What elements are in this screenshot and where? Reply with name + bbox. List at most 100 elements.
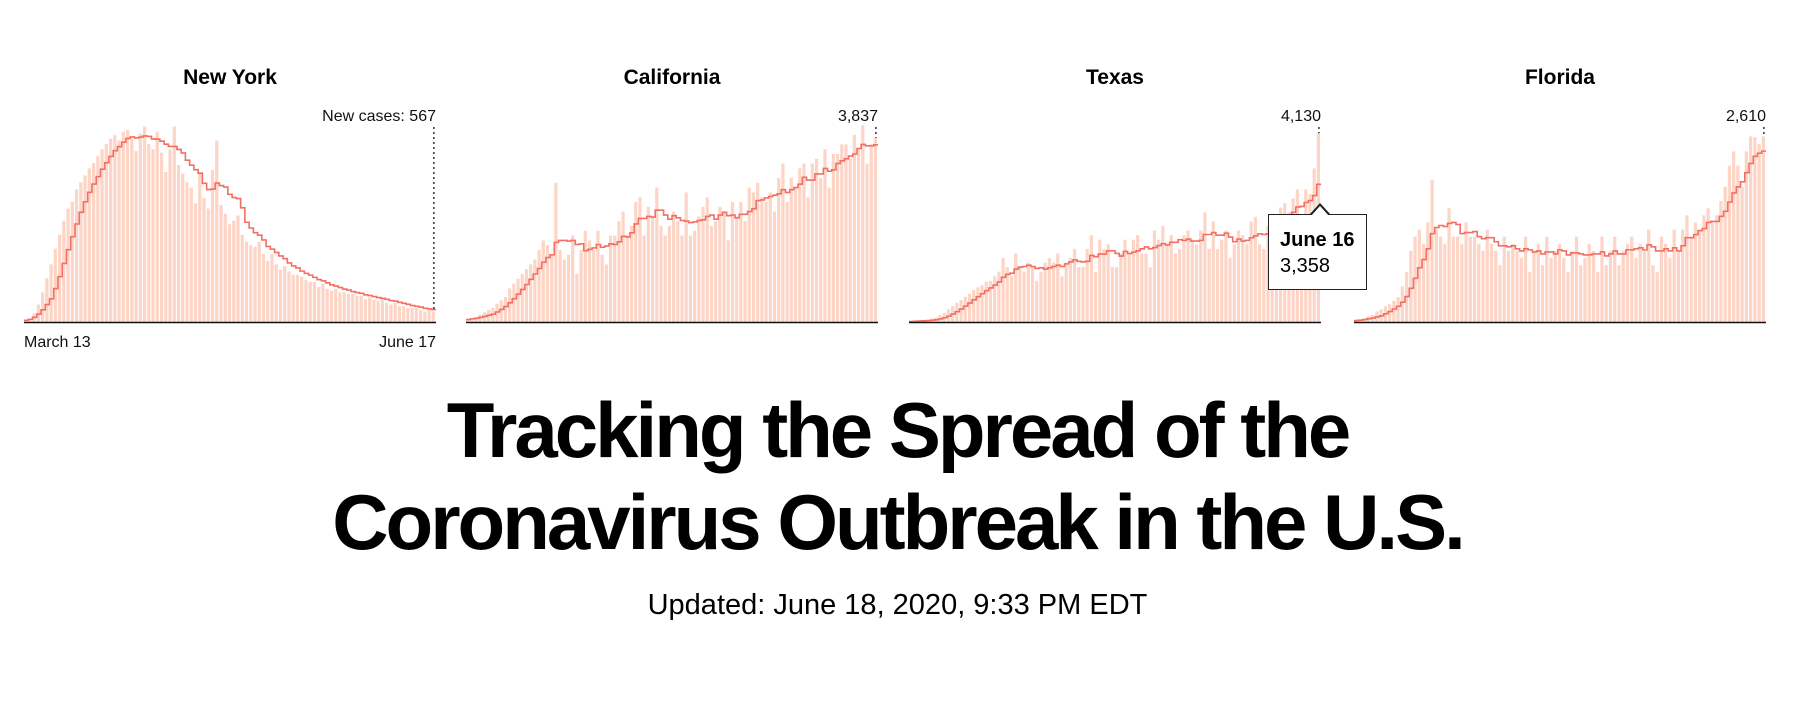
bar xyxy=(545,245,550,322)
bar xyxy=(1169,235,1173,322)
bar xyxy=(1681,229,1685,322)
bar xyxy=(1207,248,1211,322)
bar xyxy=(470,318,474,322)
bar xyxy=(1014,253,1018,322)
bar xyxy=(533,259,537,322)
bar xyxy=(697,216,701,322)
bar xyxy=(1545,236,1549,322)
bar xyxy=(667,226,671,322)
bar xyxy=(1047,258,1051,322)
bar xyxy=(1723,186,1727,322)
bar xyxy=(785,202,789,322)
bar xyxy=(1553,250,1557,322)
bar xyxy=(1574,236,1579,322)
headline-line-1: Tracking the Spread of the xyxy=(446,386,1352,474)
bar xyxy=(1387,304,1392,322)
tooltip-value: 3,358 xyxy=(1280,255,1331,277)
bar xyxy=(1165,244,1169,322)
bar xyxy=(1123,239,1127,322)
bar xyxy=(1732,151,1736,322)
bar xyxy=(621,211,625,322)
bar xyxy=(419,309,423,322)
bar xyxy=(1655,272,1659,322)
bar xyxy=(266,260,270,322)
bar xyxy=(62,220,66,322)
bar xyxy=(1604,265,1608,322)
bar xyxy=(1596,272,1600,322)
bar xyxy=(865,163,869,322)
bar xyxy=(1664,243,1668,322)
bar xyxy=(431,311,435,322)
bar xyxy=(743,221,747,322)
bar xyxy=(1753,137,1757,322)
bar xyxy=(240,234,244,322)
bar xyxy=(988,280,993,322)
bar xyxy=(1148,267,1152,322)
bar xyxy=(693,230,697,322)
bar xyxy=(751,192,756,322)
bar xyxy=(1085,248,1089,322)
bar xyxy=(655,187,659,322)
bar xyxy=(1009,276,1014,322)
bar xyxy=(993,276,997,322)
chart-title: Florida xyxy=(1524,66,1595,89)
bar xyxy=(1119,253,1123,322)
latest-value-label: New cases: 567 xyxy=(322,108,436,125)
bar xyxy=(550,254,554,322)
bar xyxy=(566,254,571,322)
bar xyxy=(206,208,210,322)
bar xyxy=(1392,300,1396,322)
bar xyxy=(402,306,406,322)
bar xyxy=(232,220,236,322)
bar xyxy=(91,163,96,322)
bar xyxy=(1749,136,1753,322)
bar xyxy=(680,235,684,322)
bar xyxy=(959,300,963,322)
bar xyxy=(172,126,176,322)
bar xyxy=(1409,250,1413,322)
bar xyxy=(976,287,980,322)
bar xyxy=(1232,244,1236,322)
bar xyxy=(1064,262,1068,322)
bar xyxy=(508,288,512,322)
bar xyxy=(1030,267,1035,322)
bar xyxy=(1710,222,1715,322)
bar xyxy=(663,235,667,322)
bar xyxy=(414,308,419,322)
bar xyxy=(1266,226,1270,322)
bar xyxy=(1528,272,1532,322)
bar xyxy=(359,295,363,322)
bar xyxy=(1262,248,1266,322)
bar xyxy=(499,300,503,322)
bar xyxy=(1220,239,1224,322)
bar xyxy=(835,154,840,322)
bar xyxy=(274,264,278,322)
bar xyxy=(57,234,62,322)
bar xyxy=(600,254,604,322)
bar xyxy=(848,158,852,322)
bar xyxy=(100,149,104,322)
panel-texas: Texas 4,130 xyxy=(909,0,1321,360)
bar xyxy=(1186,230,1190,322)
average-line xyxy=(1354,150,1766,322)
bar xyxy=(1245,244,1249,322)
bar xyxy=(74,189,79,322)
bar xyxy=(1506,250,1511,322)
bar xyxy=(40,292,45,322)
bar xyxy=(806,197,810,322)
bar xyxy=(423,311,427,322)
bar xyxy=(768,192,772,322)
bar xyxy=(1228,258,1232,322)
bar xyxy=(1043,262,1047,322)
bar xyxy=(1106,244,1110,322)
bar xyxy=(524,269,529,322)
bar xyxy=(393,302,397,322)
bar xyxy=(1498,265,1502,322)
chart-florida: 2,610 xyxy=(1354,108,1766,324)
bar xyxy=(1540,265,1545,322)
bar xyxy=(219,205,223,322)
bar xyxy=(176,164,181,322)
bar xyxy=(1081,267,1085,322)
bar xyxy=(1557,243,1562,322)
bar xyxy=(346,294,351,322)
